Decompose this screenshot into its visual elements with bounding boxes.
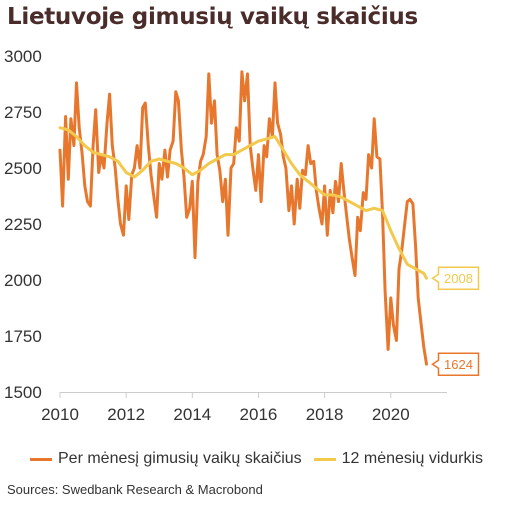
legend-item-monthly: Per mėnesį gimusių vaikų skaičius <box>30 450 302 468</box>
y-tick-label: 2000 <box>4 271 42 290</box>
source-note: Sources: Swedbank Research & Macrobond <box>7 482 263 497</box>
y-tick-label: 2500 <box>4 159 42 178</box>
x-tick-label: 2012 <box>107 405 145 424</box>
end-label-text: 2008 <box>444 271 473 286</box>
y-tick-label: 2750 <box>4 103 42 122</box>
series-12-month-average <box>58 126 428 280</box>
x-tick-label: 2014 <box>173 405 211 424</box>
y-tick-label: 1750 <box>4 327 42 346</box>
chart-title: Lietuvoje gimusių vaikų skaičius <box>7 4 418 30</box>
end-label-box <box>431 266 480 290</box>
x-tick-label: 2016 <box>240 405 278 424</box>
x-tick-label: 2010 <box>41 405 79 424</box>
series-layer <box>58 70 428 366</box>
end-label-box <box>431 352 480 376</box>
x-tick-label: 2018 <box>306 405 344 424</box>
y-tick-label: 2250 <box>4 215 42 234</box>
end-label-average: 2008 <box>431 266 480 290</box>
legend-label-average: 12 mėnesių vidurkis <box>341 450 484 467</box>
legend: Per mėnesį gimusių vaikų skaičius 12 mėn… <box>30 450 483 468</box>
legend-swatch-monthly <box>30 457 52 461</box>
legend-swatch-average <box>313 457 336 461</box>
legend-label-monthly: Per mėnesį gimusių vaikų skaičius <box>58 450 302 467</box>
end-label-text: 1624 <box>444 357 473 372</box>
series-monthly-births <box>58 70 428 366</box>
y-tick-label: 1500 <box>4 383 42 402</box>
legend-item-average: 12 mėnesių vidurkis <box>313 450 484 468</box>
axes: 1500 1750 2000 2250 2500 2750 3000 2010 2012 2014… <box>4 47 447 424</box>
end-labels: 1624 2008 <box>431 266 480 376</box>
y-tick-label: 3000 <box>4 47 42 66</box>
end-label-monthly: 1624 <box>431 352 480 376</box>
x-tick-label: 2020 <box>372 405 410 424</box>
